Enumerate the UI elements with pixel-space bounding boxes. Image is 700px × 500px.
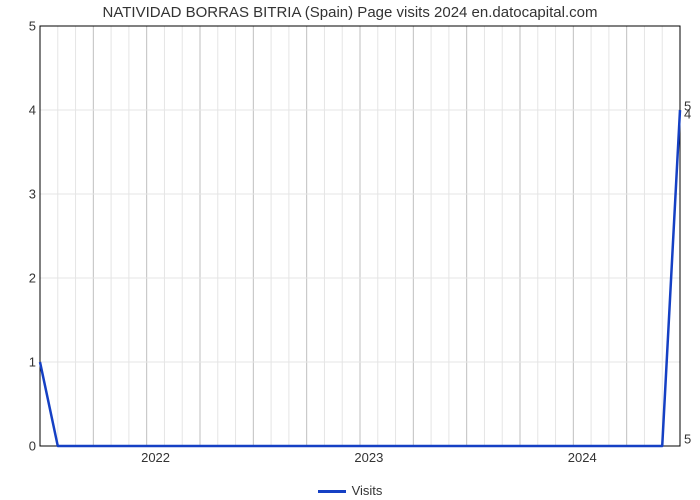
x-tick-label: 2023 (354, 450, 383, 465)
y-tick-label: 0 (6, 439, 36, 454)
x-tick-label: 2022 (141, 450, 170, 465)
y-tick-label: 4 (6, 103, 36, 118)
x-tick-label: 2024 (568, 450, 597, 465)
legend-label: Visits (352, 483, 383, 498)
secondary-y-tick-label: 5 (684, 432, 691, 447)
y-tick-label: 2 (6, 271, 36, 286)
chart-svg (0, 0, 700, 500)
chart-container: NATIVIDAD BORRAS BITRIA (Spain) Page vis… (0, 0, 700, 500)
secondary-y-tick-label: 5 (684, 98, 691, 113)
y-tick-label: 3 (6, 187, 36, 202)
y-tick-label: 1 (6, 355, 36, 370)
legend-swatch (318, 490, 346, 493)
chart-legend: Visits (0, 483, 700, 498)
y-tick-label: 5 (6, 19, 36, 34)
